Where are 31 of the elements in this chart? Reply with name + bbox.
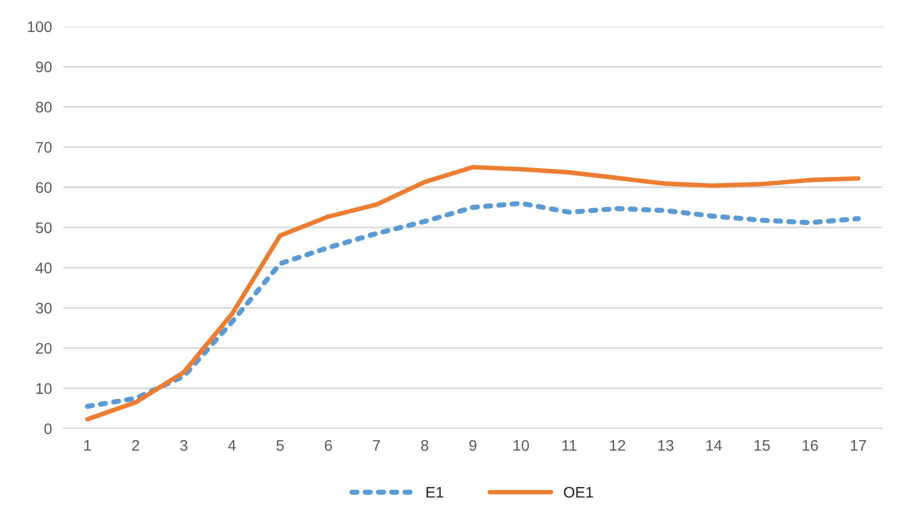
x-tick-label: 15 [754, 440, 770, 451]
x-tick-label: 5 [276, 440, 284, 451]
y-tick-label: 20 [36, 342, 52, 354]
y-tick-label: 50 [36, 222, 52, 234]
y-tick-label: 70 [36, 142, 52, 153]
y-tick-label: 30 [36, 302, 52, 314]
x-tick-label: 4 [228, 440, 236, 451]
x-tick-label: 17 [850, 440, 866, 451]
x-tick-label: 12 [610, 440, 626, 451]
y-tick-label: 90 [36, 62, 52, 72]
y-tick-label: 0 [44, 423, 52, 434]
y-tick-label: 60 [36, 182, 52, 193]
x-tick-label: 1 [84, 440, 91, 451]
x-tick-label: 10 [514, 440, 529, 451]
x-tick-label: 8 [421, 440, 428, 451]
x-tick-label: 11 [562, 440, 576, 451]
x-tick-label: 3 [180, 440, 188, 451]
x-tick-label: 9 [469, 440, 476, 451]
y-tick-label: 10 [36, 383, 52, 394]
x-tick-label: 13 [658, 440, 674, 451]
legend-label: OE1 [564, 486, 593, 498]
y-tick-label: 80 [36, 102, 52, 113]
line-series [85, 164, 861, 422]
x-tick-label: 16 [802, 440, 818, 451]
y-tick-label: 100 [28, 21, 52, 32]
x-tick-label: 7 [373, 440, 380, 451]
x-tick-label: 6 [324, 440, 332, 451]
legend-label: E1 [426, 487, 444, 498]
x-tick-label: 14 [706, 440, 722, 451]
y-tick-label: 40 [36, 262, 52, 274]
x-tick-label: 2 [132, 440, 140, 451]
